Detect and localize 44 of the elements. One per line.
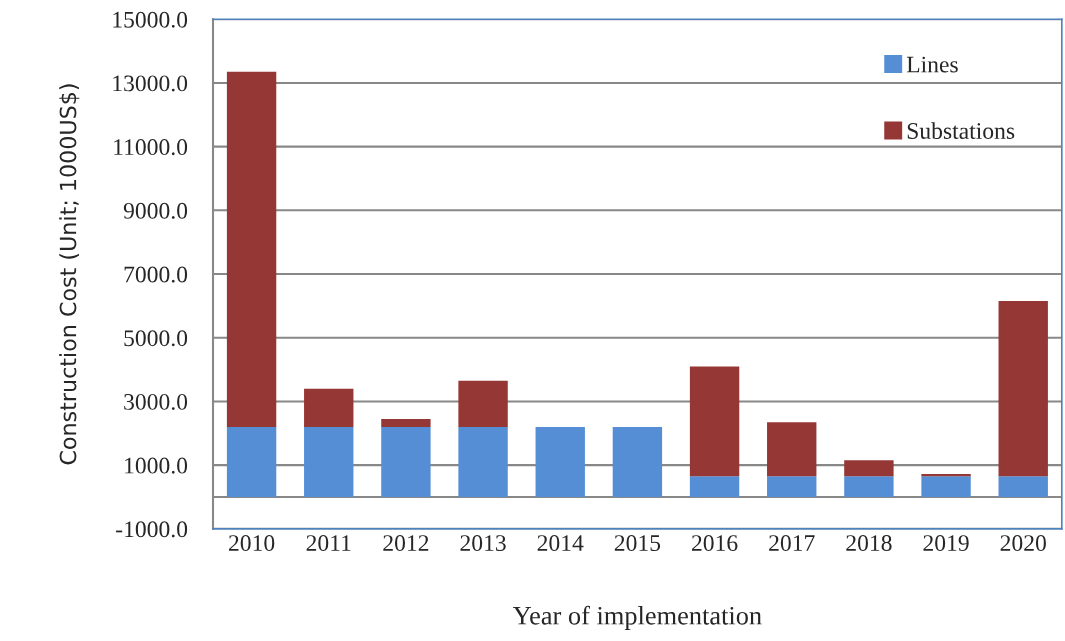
y-tick-label: 15000.0	[113, 11, 188, 28]
bar	[921, 474, 971, 477]
x-tick-label: 2010	[229, 535, 275, 551]
x-tick-label: 2020	[1000, 535, 1046, 551]
bar	[921, 476, 971, 497]
y-tick-label: 13000.0	[113, 75, 188, 92]
x-tick-label: 2013	[460, 535, 506, 551]
bar	[535, 426, 585, 497]
y-tick-label: 1000.0	[125, 457, 188, 474]
bar	[998, 476, 1048, 497]
y-axis-title: Construction Cost (Unit; 1000US$)	[59, 84, 80, 465]
bar	[226, 426, 277, 497]
bar	[381, 426, 431, 497]
x-tick-label: 2012	[383, 535, 429, 551]
bar	[844, 476, 894, 497]
bar	[458, 380, 508, 427]
x-tick-label: 2017	[769, 535, 815, 551]
bar	[458, 426, 508, 497]
x-tick-label: 2018	[846, 535, 892, 551]
y-tick-label: 3000.0	[124, 393, 188, 410]
x-axis-title: Year of implementation	[512, 605, 762, 630]
x-tick-label: 2019	[923, 535, 969, 551]
x-tick-label: 2014	[537, 535, 584, 551]
bar	[304, 388, 354, 427]
bar	[689, 366, 740, 477]
bar	[767, 422, 817, 477]
bar	[381, 418, 431, 427]
bar	[689, 476, 740, 497]
x-tick-label: 2015	[614, 535, 661, 551]
legend-label: Substations	[907, 122, 1015, 139]
y-tick-label: 9000.0	[123, 202, 188, 219]
bar	[612, 426, 663, 497]
bar	[767, 476, 817, 497]
y-tick-label: 7000.0	[124, 266, 188, 283]
y-tick-label: 5000.0	[124, 330, 188, 347]
y-tick-label: 11000.0	[114, 139, 188, 156]
bar	[998, 301, 1048, 477]
bar	[844, 460, 894, 477]
legend-label: Lines	[906, 56, 958, 73]
bar	[226, 71, 277, 427]
x-tick-label: 2016	[691, 535, 738, 551]
x-tick-label: 2011	[306, 535, 351, 551]
y-tick-label: -1000.0	[116, 521, 188, 538]
bar	[304, 426, 354, 497]
